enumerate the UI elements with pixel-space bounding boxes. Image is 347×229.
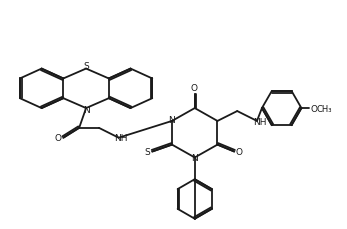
Text: N: N [191, 154, 198, 163]
Text: CH₃: CH₃ [316, 105, 332, 114]
Text: O: O [311, 105, 318, 114]
Text: O: O [55, 134, 62, 143]
Text: NH: NH [114, 134, 127, 143]
Text: N: N [168, 116, 175, 125]
Text: S: S [144, 148, 150, 157]
Text: O: O [236, 148, 243, 157]
Text: O: O [190, 84, 197, 93]
Text: N: N [83, 106, 90, 114]
Text: S: S [83, 62, 89, 71]
Text: NH: NH [253, 118, 267, 127]
